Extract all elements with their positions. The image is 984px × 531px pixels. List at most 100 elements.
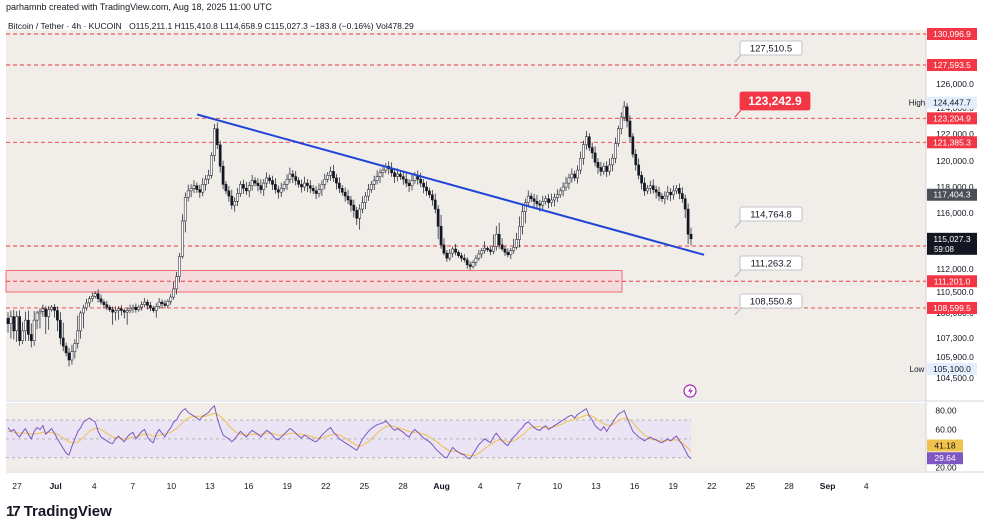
time-tick-label: Sep bbox=[820, 481, 836, 491]
candle-body bbox=[535, 201, 539, 205]
candle bbox=[160, 299, 164, 308]
price-tick-label: 112,000.0 bbox=[936, 264, 973, 274]
candle-body bbox=[654, 189, 658, 193]
candle-body bbox=[550, 199, 553, 203]
candle bbox=[675, 185, 678, 195]
candle-body bbox=[76, 330, 80, 344]
candle-body bbox=[457, 252, 460, 256]
candle bbox=[651, 179, 655, 194]
candle-body bbox=[186, 190, 190, 198]
time-tick-label: 7 bbox=[516, 481, 521, 491]
candle bbox=[320, 180, 324, 196]
candle bbox=[151, 305, 155, 313]
candle-body bbox=[660, 195, 664, 199]
candle-body bbox=[204, 178, 207, 185]
candle bbox=[399, 170, 402, 180]
candle-body bbox=[58, 319, 62, 339]
candle-body bbox=[471, 262, 475, 267]
candle bbox=[439, 214, 443, 249]
tradingview-logo[interactable]: 17 TradingView bbox=[6, 503, 112, 520]
candle bbox=[119, 305, 123, 316]
candle-body bbox=[224, 184, 228, 192]
candle-body bbox=[306, 182, 309, 186]
candle-body bbox=[465, 259, 469, 266]
candle bbox=[233, 197, 237, 212]
candle bbox=[654, 185, 658, 199]
candle bbox=[567, 173, 571, 190]
candle-body bbox=[436, 208, 440, 227]
chart-credit: parhamnb created with TradingView.com, A… bbox=[6, 2, 272, 12]
candle bbox=[506, 248, 510, 258]
candle bbox=[593, 146, 597, 167]
level-callout: 111,263.2 bbox=[734, 255, 803, 278]
candle bbox=[195, 182, 199, 193]
candle bbox=[678, 183, 681, 200]
candle-body bbox=[419, 178, 423, 184]
highlight-callout: 123,242.9 bbox=[734, 91, 811, 118]
candle-body bbox=[114, 310, 117, 313]
candle-body bbox=[236, 193, 239, 202]
candle-body bbox=[35, 312, 39, 321]
candle bbox=[276, 185, 280, 199]
candle bbox=[250, 174, 254, 191]
candle bbox=[451, 246, 455, 258]
candle bbox=[128, 304, 132, 314]
candle bbox=[492, 234, 495, 255]
candle-body bbox=[489, 249, 492, 252]
candle bbox=[640, 171, 643, 190]
candle bbox=[555, 189, 559, 203]
candle-body bbox=[622, 106, 626, 118]
candle bbox=[550, 193, 553, 207]
candle bbox=[619, 112, 623, 135]
candle-body bbox=[462, 257, 466, 261]
candle bbox=[523, 198, 527, 224]
key-level-tag bbox=[927, 136, 977, 149]
candle-body bbox=[311, 188, 315, 192]
candle bbox=[683, 194, 687, 219]
candle bbox=[271, 175, 274, 190]
time-axis: 27 Jul 4 7 10 13 16 19 22 25 28 Aug 4 7 10 13 16 19 22 25 28… bbox=[12, 481, 869, 491]
candle-body bbox=[12, 316, 16, 332]
candle-body bbox=[44, 308, 48, 317]
candle-body bbox=[108, 306, 112, 310]
candle bbox=[489, 246, 492, 256]
candle bbox=[573, 170, 577, 182]
candle-body bbox=[163, 303, 167, 306]
price-tick-label: 120,000.0 bbox=[936, 156, 974, 166]
candle-body bbox=[663, 195, 667, 199]
time-tick-label: 19 bbox=[282, 481, 292, 491]
key-level-tag bbox=[927, 58, 977, 71]
time-tick-label: 4 bbox=[92, 481, 97, 491]
time-tick-label: 16 bbox=[244, 481, 254, 491]
symbol-legend[interactable]: Bitcoin / Tether · 4h · KUCOIN O115,211.… bbox=[8, 21, 414, 31]
candle-body bbox=[657, 191, 661, 197]
candle-body bbox=[611, 158, 614, 166]
candle-body bbox=[169, 296, 173, 302]
candle-body bbox=[558, 190, 562, 196]
candle bbox=[207, 169, 210, 185]
candle bbox=[143, 297, 146, 308]
candle-body bbox=[50, 306, 53, 310]
candle-body bbox=[143, 301, 146, 305]
candle-body bbox=[529, 195, 533, 199]
candle bbox=[50, 305, 53, 312]
alert-icon[interactable] bbox=[683, 384, 697, 398]
price-tag-name: High bbox=[909, 99, 925, 108]
candle-body bbox=[369, 184, 373, 190]
rsi-tag bbox=[927, 452, 963, 465]
candle-body bbox=[430, 194, 434, 201]
candle-body bbox=[460, 255, 463, 259]
candle bbox=[114, 306, 117, 321]
candle-body bbox=[486, 247, 489, 251]
candle bbox=[183, 192, 187, 233]
time-tick-label: 28 bbox=[784, 481, 794, 491]
candle-body bbox=[88, 298, 91, 304]
candle-body bbox=[509, 250, 513, 256]
price-tick-label: 122,000.0 bbox=[936, 129, 974, 139]
candle-body bbox=[523, 202, 527, 212]
candle bbox=[215, 122, 219, 149]
candle-body bbox=[675, 188, 678, 192]
candle-body bbox=[439, 226, 443, 246]
candle bbox=[518, 216, 521, 248]
